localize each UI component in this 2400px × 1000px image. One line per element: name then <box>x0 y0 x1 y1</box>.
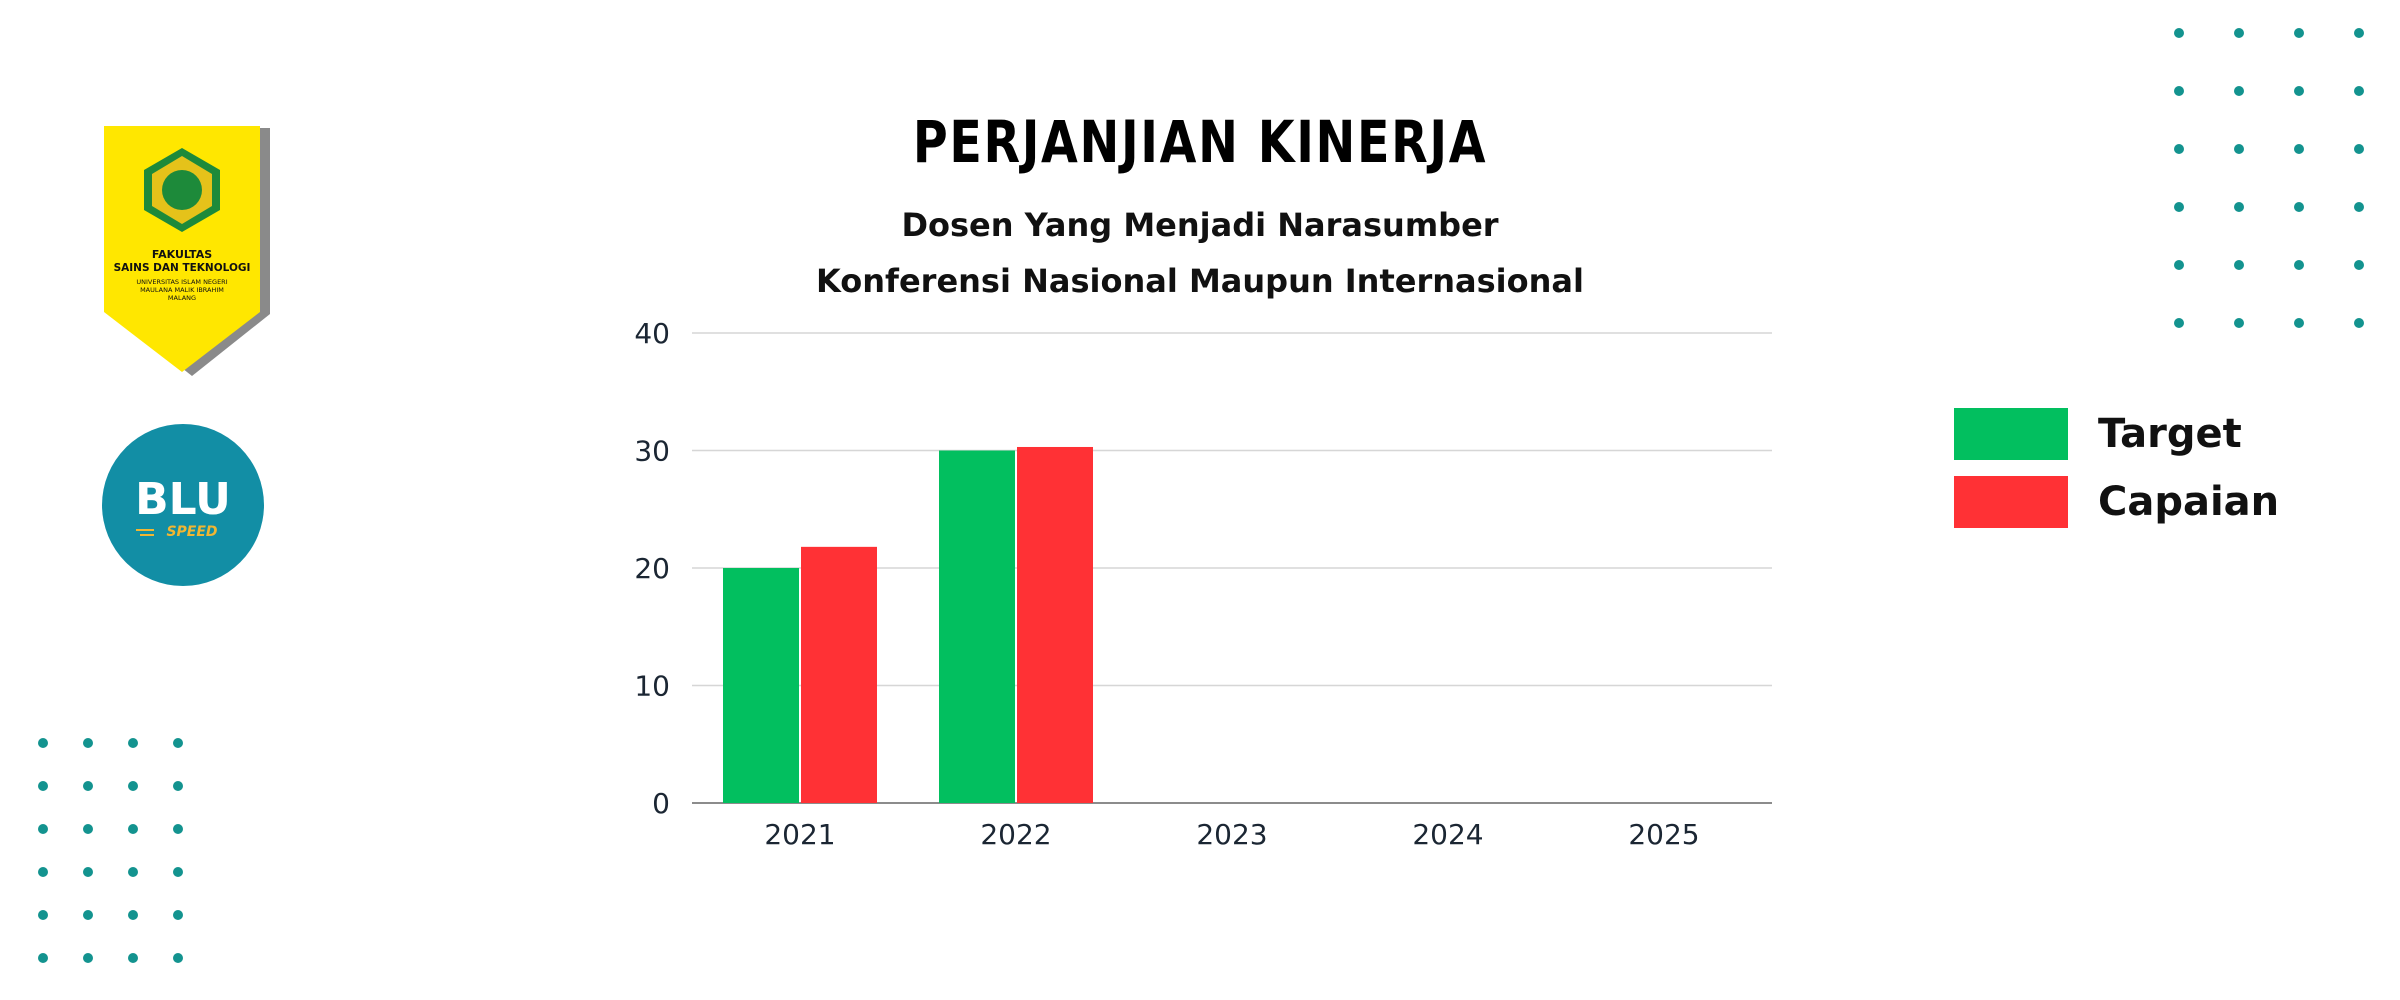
badge-shield <box>104 126 260 372</box>
decorative-dot <box>128 910 138 920</box>
decorative-dot <box>2354 28 2364 38</box>
legend-swatch-target <box>1954 408 2068 460</box>
decorative-dot <box>38 910 48 920</box>
decorative-dot <box>83 738 93 748</box>
decorative-dot <box>2174 28 2184 38</box>
badge-line-4: MAULANA MALIK IBRAHIM <box>140 286 224 294</box>
decorative-dot <box>2234 260 2244 270</box>
decorative-dot <box>2174 86 2184 96</box>
page-title: PERJANJIAN KINERJA <box>912 108 1488 176</box>
decorative-dot <box>128 738 138 748</box>
faculty-logo-badge: FAKULTAS SAINS DAN TEKNOLOGI UNIVERSITAS… <box>104 126 270 376</box>
decorative-dot <box>83 781 93 791</box>
y-tick-label: 0 <box>652 787 670 820</box>
y-tick-label: 30 <box>634 435 670 468</box>
decorative-dot <box>38 867 48 877</box>
legend-item-capaian: Capaian <box>1954 476 2279 528</box>
chart-subtitle-line-2: Konferensi Nasional Maupun Internasional <box>816 262 1584 300</box>
legend-label-capaian: Capaian <box>2098 479 2280 525</box>
decorative-dot <box>2294 260 2304 270</box>
y-tick-label: 20 <box>634 552 670 585</box>
decorative-dot <box>173 953 183 963</box>
decorative-dot <box>2174 144 2184 154</box>
decorative-dot <box>2234 28 2244 38</box>
bar-capaian-2021 <box>801 546 877 803</box>
x-tick-label: 2022 <box>980 818 1051 851</box>
decorative-dot <box>83 867 93 877</box>
blu-speed-logo: BLU SPEED <box>102 424 264 586</box>
x-tick-label: 2023 <box>1196 818 1267 851</box>
decorative-dot <box>2234 318 2244 328</box>
decorative-dot <box>173 781 183 791</box>
x-tick-label: 2025 <box>1628 818 1699 851</box>
bar-capaian-2022 <box>1017 446 1093 803</box>
badge-line-5: MALANG <box>168 294 196 302</box>
legend-item-target: Target <box>1954 408 2279 460</box>
decorative-dot <box>2174 260 2184 270</box>
decorative-dot <box>128 781 138 791</box>
decorative-dots-bottom-left <box>38 738 183 963</box>
chart-legend: Target Capaian <box>1954 408 2279 544</box>
decorative-dot <box>2354 86 2364 96</box>
x-tick-label: 2024 <box>1412 818 1483 851</box>
decorative-dot <box>83 953 93 963</box>
legend-label-target: Target <box>2098 411 2242 457</box>
decorative-dot <box>2294 318 2304 328</box>
decorative-dot <box>2354 144 2364 154</box>
decorative-dot <box>83 824 93 834</box>
decorative-dot <box>83 910 93 920</box>
decorative-dot <box>38 781 48 791</box>
bar-target-2022 <box>939 450 1015 803</box>
chart-subtitle-line-1: Dosen Yang Menjadi Narasumber <box>901 206 1499 244</box>
decorative-dot <box>173 824 183 834</box>
decorative-dots-top-right <box>2174 28 2364 328</box>
bar-target-2021 <box>723 568 799 803</box>
decorative-dot <box>128 824 138 834</box>
y-tick-label: 40 <box>634 317 670 350</box>
decorative-dot <box>38 824 48 834</box>
legend-swatch-capaian <box>1954 476 2068 528</box>
x-tick-label: 2021 <box>764 818 835 851</box>
decorative-dot <box>128 953 138 963</box>
blu-speed-text: SPEED <box>166 524 217 540</box>
decorative-dot <box>2174 202 2184 212</box>
decorative-dot <box>173 910 183 920</box>
decorative-dot <box>173 738 183 748</box>
decorative-dot <box>2354 318 2364 328</box>
decorative-dot <box>2234 86 2244 96</box>
decorative-dot <box>2294 86 2304 96</box>
decorative-dot <box>2234 144 2244 154</box>
decorative-dot <box>2294 28 2304 38</box>
decorative-dot <box>38 738 48 748</box>
decorative-dot <box>2294 144 2304 154</box>
decorative-dot <box>2354 260 2364 270</box>
badge-line-3: UNIVERSITAS ISLAM NEGERI <box>136 278 227 286</box>
blu-logo-text: BLU <box>135 474 231 525</box>
decorative-dot <box>2354 202 2364 212</box>
decorative-dot <box>128 867 138 877</box>
badge-line-2: SAINS DAN TEKNOLOGI <box>114 262 251 274</box>
decorative-dot <box>2294 202 2304 212</box>
decorative-dot <box>173 867 183 877</box>
decorative-dot <box>2174 318 2184 328</box>
y-tick-label: 10 <box>634 670 670 703</box>
decorative-dot <box>2234 202 2244 212</box>
badge-line-1: FAKULTAS <box>152 248 212 261</box>
decorative-dot <box>38 953 48 963</box>
